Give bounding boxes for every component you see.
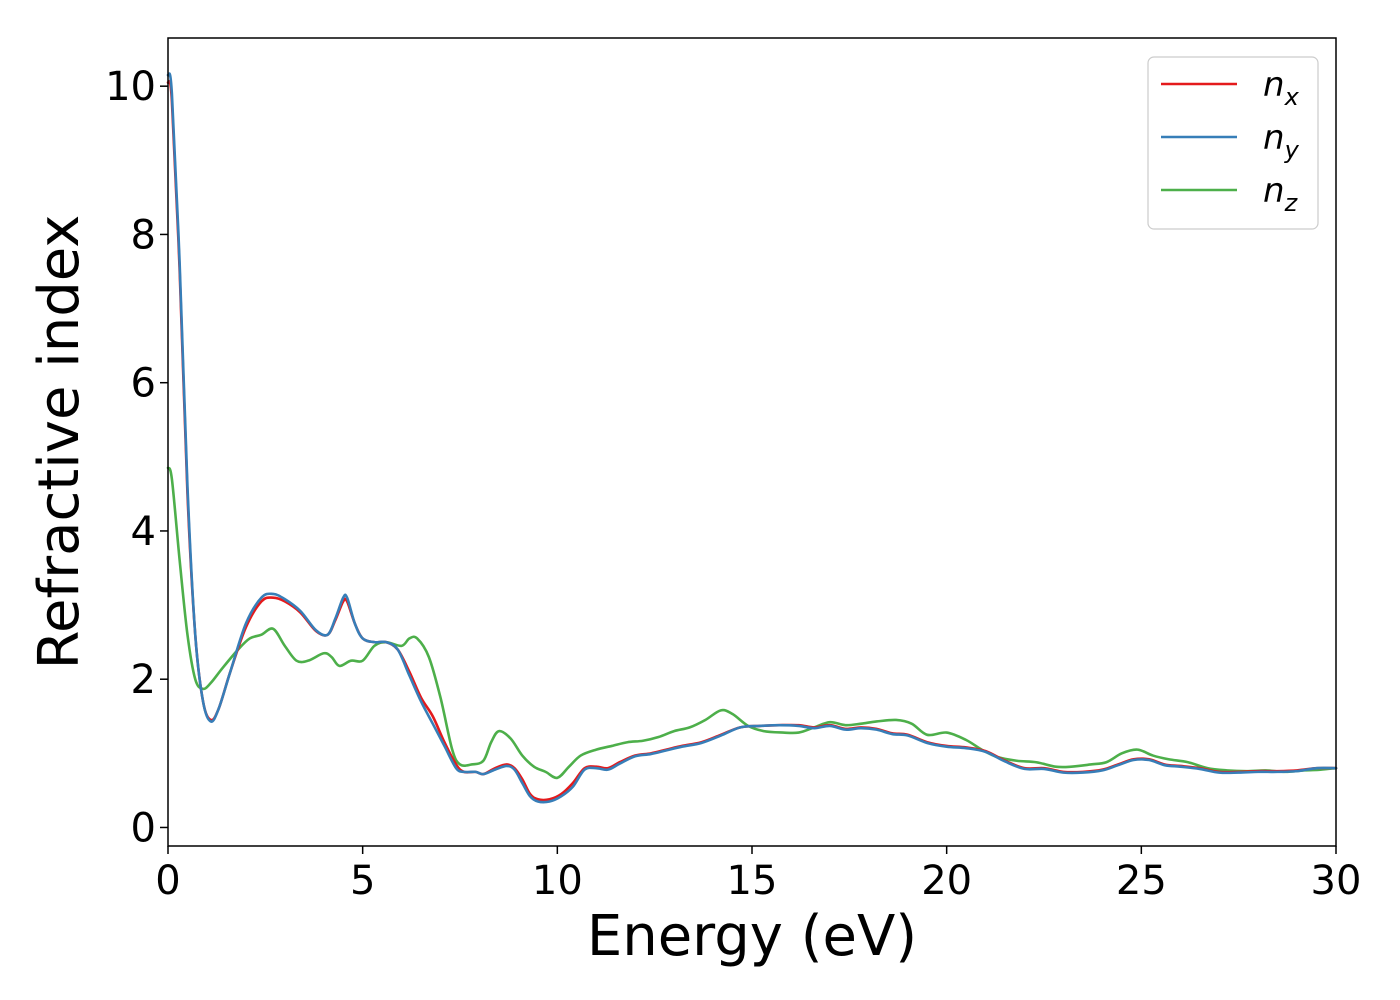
y-axis: 0 2 4 6 8 10 bbox=[105, 64, 168, 851]
legend-label-nz: nz bbox=[1263, 171, 1299, 217]
legend-label-subscript: z bbox=[1284, 189, 1299, 217]
y-tick-label: 10 bbox=[105, 64, 156, 110]
legend-label-subscript: y bbox=[1284, 136, 1300, 164]
series-line-ny bbox=[166, 72, 1338, 804]
x-axis: 0 5 10 15 20 25 30 bbox=[155, 846, 1361, 904]
x-tick-label: 15 bbox=[727, 858, 778, 904]
y-axis-label: Refractive index bbox=[27, 215, 92, 670]
legend-box bbox=[1147, 56, 1319, 230]
plot-area bbox=[168, 38, 1336, 846]
series-layer bbox=[166, 72, 1338, 804]
legend-label-base: n bbox=[1263, 171, 1285, 211]
y-tick-label: 0 bbox=[131, 805, 156, 851]
y-tick-label: 6 bbox=[131, 361, 156, 407]
legend-label-nx: nx bbox=[1263, 65, 1300, 111]
legend-label-base: n bbox=[1263, 118, 1285, 158]
x-tick-label: 20 bbox=[921, 858, 972, 904]
legend-label-ny: ny bbox=[1263, 118, 1300, 164]
series-line-nz bbox=[166, 466, 1338, 780]
x-tick-label: 30 bbox=[1311, 858, 1362, 904]
x-tick-label: 5 bbox=[350, 858, 375, 904]
legend-label-base: n bbox=[1263, 65, 1285, 105]
x-tick-label: 25 bbox=[1116, 858, 1167, 904]
y-tick-label: 2 bbox=[131, 657, 156, 703]
y-tick-label: 8 bbox=[131, 212, 156, 258]
x-tick-label: 0 bbox=[155, 858, 180, 904]
x-tick-label: 10 bbox=[532, 858, 583, 904]
legend-label-subscript: x bbox=[1284, 83, 1300, 111]
x-axis-label: Energy (eV) bbox=[587, 904, 917, 969]
y-tick-label: 4 bbox=[131, 509, 156, 555]
